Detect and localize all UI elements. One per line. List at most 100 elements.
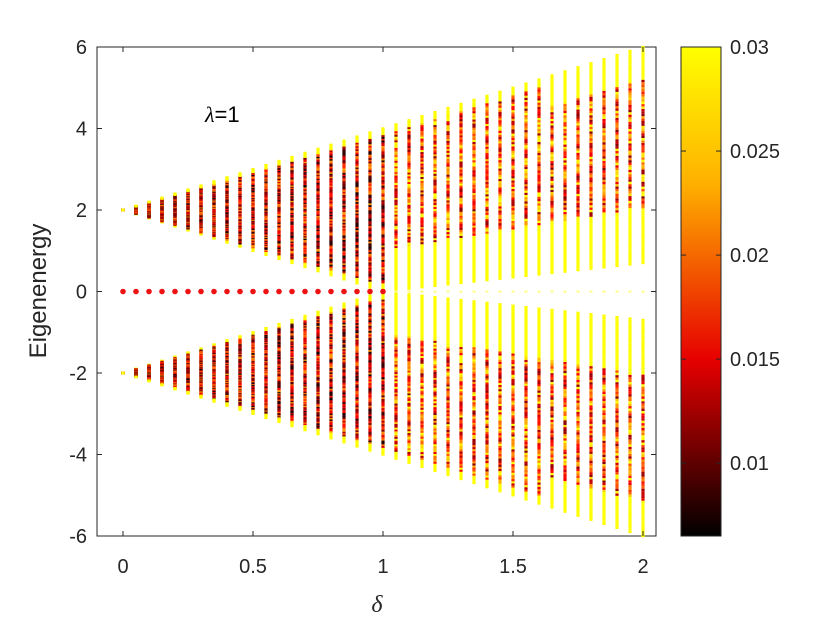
eigen-point: [368, 256, 372, 260]
eigen-point: [329, 252, 333, 255]
eigen-point: [420, 377, 424, 380]
eigen-point: [381, 426, 385, 429]
eigen-point: [329, 167, 333, 170]
eigen-point: [355, 349, 359, 352]
eigen-point: [355, 216, 359, 219]
eigen-point: [381, 226, 385, 230]
eigen-point: [394, 320, 398, 323]
eigen-point: [407, 419, 411, 423]
eigen-point: [446, 144, 450, 147]
eigen-point: [472, 390, 476, 393]
eigen-point: [407, 461, 411, 464]
eigen-point: [342, 248, 346, 251]
eigen-point: [303, 203, 307, 206]
eigen-point: [407, 236, 411, 239]
eigen-point: [394, 325, 398, 329]
eigen-point: [381, 366, 385, 369]
eigen-point: [329, 349, 333, 352]
eigen-point: [355, 430, 359, 433]
eigen-point: [446, 200, 450, 203]
eigen-point: [342, 336, 346, 340]
eigen-point: [316, 318, 320, 322]
eigen-point: [342, 430, 346, 433]
eigen-point: [433, 150, 437, 153]
eigen-point: [433, 335, 437, 338]
eigen-point: [355, 309, 359, 313]
eigen-point: [329, 376, 333, 380]
eigen-point: [433, 284, 437, 287]
eigen-point: [186, 392, 190, 395]
eigen-point: [303, 199, 307, 202]
eigen-point: [459, 126, 463, 130]
eigen-point: [420, 396, 424, 399]
eigen-point: [355, 249, 359, 252]
eigen-point: [433, 444, 437, 447]
eigen-point: [420, 356, 424, 359]
eigen-point: [329, 181, 333, 185]
eigen-point: [446, 335, 450, 338]
eigen-point: [459, 161, 463, 164]
eigen-point: [433, 233, 437, 237]
eigen-point: [368, 192, 372, 195]
eigen-point: [381, 377, 385, 380]
eigen-point: [316, 212, 320, 215]
eigen-point: [342, 389, 346, 393]
eigen-point: [407, 247, 411, 251]
eigen-point: [368, 318, 372, 322]
eigen-point: [368, 365, 372, 369]
eigen-point: [472, 467, 476, 470]
eigen-point: [368, 254, 372, 258]
eigen-point: [225, 176, 229, 179]
eigen-point: [420, 249, 424, 252]
eigen-point: [381, 397, 385, 400]
eigen-point: [329, 368, 333, 371]
eigen-point: [446, 182, 450, 185]
eigen-point: [433, 374, 437, 377]
eigen-point: [342, 414, 346, 418]
eigen-point: [420, 214, 424, 218]
eigen-point: [420, 448, 424, 451]
eigen-point: [459, 133, 463, 136]
eigen-point: [433, 183, 437, 186]
eigen-point: [355, 206, 359, 209]
eigen-point: [433, 450, 437, 453]
eigen-point: [303, 425, 307, 428]
eigen-point: [420, 446, 424, 449]
eigen-point: [368, 381, 372, 384]
eigen-point: [472, 418, 476, 421]
eigen-point: [368, 204, 372, 207]
eigen-point: [329, 253, 333, 256]
eigen-point: [303, 326, 307, 329]
eigen-point: [329, 390, 333, 393]
eigen-point: [433, 454, 437, 457]
eigen-point: [446, 106, 450, 110]
eigen-point: [446, 449, 450, 453]
eigen-point: [316, 327, 320, 330]
eigen-point: [329, 168, 333, 171]
eigen-point: [433, 315, 437, 318]
eigen-point: [407, 425, 411, 428]
eigen-point: [329, 238, 333, 242]
eigen-point: [342, 313, 346, 316]
eigen-point: [303, 317, 307, 320]
eigen-point: [446, 237, 450, 241]
eigen-point: [459, 181, 463, 184]
eigen-point: [446, 380, 450, 383]
eigen-point: [407, 372, 411, 375]
eigen-point: [407, 402, 411, 406]
eigen-point: [433, 360, 437, 363]
eigen-point: [355, 415, 359, 418]
eigen-point: [329, 400, 333, 403]
eigen-point: [446, 158, 450, 161]
eigen-point: [472, 441, 476, 444]
eigen-point: [355, 318, 359, 321]
eigen-point: [446, 414, 450, 417]
eigen-point: [420, 174, 424, 178]
eigen-point: [407, 132, 411, 135]
eigen-point: [355, 163, 359, 166]
eigen-point: [394, 188, 398, 191]
eigen-point: [355, 232, 359, 236]
eigen-point: [329, 372, 333, 375]
eigen-point: [433, 245, 437, 248]
eigen-point: [381, 399, 385, 402]
